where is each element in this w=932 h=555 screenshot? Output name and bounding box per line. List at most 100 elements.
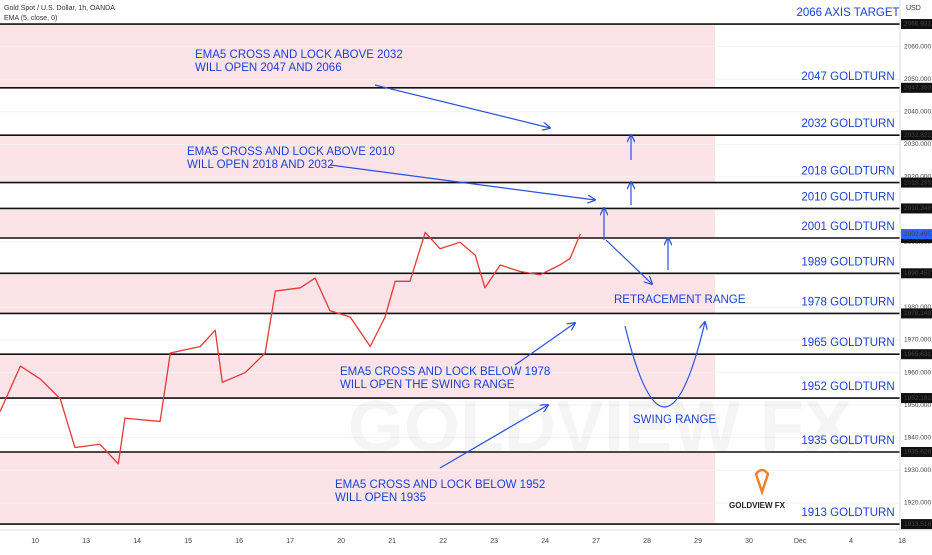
price-box bbox=[901, 519, 932, 530]
annotation: EMA5 CROSS AND LOCK BELOW 1978 bbox=[340, 366, 550, 378]
level-label: 2010 GOLDTURN bbox=[801, 191, 894, 203]
price-box-label: 1952.182 bbox=[904, 395, 931, 402]
x-tick-label: 4 bbox=[849, 538, 853, 545]
annotation: WILL OPEN 2047 AND 2066 bbox=[195, 62, 342, 74]
y-tick-label: 2020.000 bbox=[904, 174, 931, 181]
y-tick-label: 1960.000 bbox=[904, 369, 931, 376]
price-box-label: 1913.516 bbox=[904, 521, 931, 528]
x-tick-label: 24 bbox=[541, 538, 549, 545]
price-box bbox=[901, 268, 932, 279]
price-box-label: 2066.931 bbox=[904, 21, 931, 28]
header-symbol: Gold Spot / U.S. Dollar, 1h, OANDA bbox=[4, 5, 115, 12]
zone bbox=[0, 273, 715, 314]
price-box-label: 2032.822 bbox=[904, 132, 931, 139]
arrow bbox=[329, 164, 595, 200]
annotation: EMA5 CROSS AND LOCK ABOVE 2010 bbox=[187, 146, 395, 158]
header-indicator: EMA (5, close, 0) bbox=[4, 15, 57, 22]
level-label: 2001 GOLDTURN bbox=[801, 221, 894, 233]
annotation: WILL OPEN THE SWING RANGE bbox=[340, 379, 515, 391]
price-box bbox=[901, 308, 932, 319]
annotations: EMA5 CROSS AND LOCK ABOVE 2032 WILL OPEN… bbox=[187, 49, 746, 504]
zone bbox=[0, 452, 715, 525]
price-line bbox=[0, 231, 581, 465]
x-tick-label: 15 bbox=[184, 538, 192, 545]
logo-icon bbox=[754, 468, 770, 496]
x-tick-label: 21 bbox=[388, 538, 396, 545]
zone bbox=[0, 208, 715, 239]
price-box-label: 1990.457 bbox=[904, 270, 931, 277]
x-tick-label: 16 bbox=[235, 538, 243, 545]
price-box bbox=[901, 177, 932, 188]
price-box-label: 1978.149 bbox=[904, 310, 931, 317]
watermark: GOLDVIEW FX bbox=[348, 387, 852, 467]
price-box bbox=[901, 393, 932, 404]
price-box-label: 1965.631 bbox=[904, 351, 931, 358]
y-tick-label: 2030.000 bbox=[904, 141, 931, 148]
y-tick-label: 1980.000 bbox=[904, 304, 931, 311]
x-tick-label: 30 bbox=[745, 538, 753, 545]
logo: GOLDVIEW FX bbox=[729, 468, 786, 510]
price-box bbox=[901, 349, 932, 360]
swing-arrow bbox=[624, 322, 705, 408]
x-tick-label: 18 bbox=[898, 538, 906, 545]
x-tick-label: 10 bbox=[31, 538, 39, 545]
level-label: 2018 GOLDTURN bbox=[801, 166, 894, 178]
currency: USD bbox=[906, 5, 921, 12]
level-label: 1913 GOLDTURN bbox=[801, 507, 894, 519]
annotation: RETRACEMENT RANGE bbox=[614, 294, 746, 306]
annotation: SWING RANGE bbox=[633, 414, 716, 426]
x-tick-label: 28 bbox=[643, 538, 651, 545]
price-box-label: 2047.360 bbox=[904, 85, 931, 92]
level-label: 1965 GOLDTURN bbox=[801, 337, 894, 349]
level-label: 1989 GOLDTURN bbox=[801, 256, 894, 268]
price-box-label: 1935.626 bbox=[904, 449, 931, 456]
x-tick-label: Dec bbox=[794, 538, 807, 545]
price-box bbox=[901, 130, 932, 141]
y-tick-label: 1950.000 bbox=[904, 402, 931, 409]
level-label: 2032 GOLDTURN bbox=[801, 118, 894, 130]
annotation: WILL OPEN 1935 bbox=[335, 492, 426, 504]
axes: 1920.000 1930.000 1940.000 1950.000 1960.000… bbox=[31, 19, 932, 545]
y-tick-label: 2050.000 bbox=[904, 76, 931, 83]
logo-text: GOLDVIEW FX bbox=[729, 501, 786, 510]
arrow bbox=[605, 239, 652, 284]
x-tick-label: 20 bbox=[337, 538, 345, 545]
price-box bbox=[901, 19, 932, 30]
price-box-label: 2018.285 bbox=[904, 179, 931, 186]
x-tick-label: 27 bbox=[592, 538, 600, 545]
arrow bbox=[374, 84, 550, 128]
zone bbox=[0, 24, 715, 88]
price-box bbox=[901, 82, 932, 93]
grid bbox=[0, 46, 900, 504]
x-tick-label: 17 bbox=[286, 538, 294, 545]
y-tick-label: 1970.000 bbox=[904, 337, 931, 344]
y-tick-label: 1920.000 bbox=[904, 500, 931, 507]
plot: 2066 AXIS TARGET 2047 GOLDTURN 2032 GOLDTU… bbox=[0, 7, 900, 525]
level-label: 1952 GOLDTURN bbox=[801, 381, 894, 393]
last-price-label: 2002.495 bbox=[904, 231, 931, 238]
arrow bbox=[514, 323, 575, 366]
annotation: EMA5 CROSS AND LOCK BELOW 1952 bbox=[335, 479, 545, 491]
x-tick-label: 14 bbox=[133, 538, 141, 545]
y-tick-label: 1930.000 bbox=[904, 467, 931, 474]
y-tick-label: 2040.000 bbox=[904, 109, 931, 116]
x-tick-label: 22 bbox=[439, 538, 447, 545]
x-tick-label: 29 bbox=[694, 538, 702, 545]
level-label: 1978 GOLDTURN bbox=[801, 296, 894, 308]
level-label: 2066 AXIS TARGET bbox=[796, 7, 899, 19]
level-label: 2047 GOLDTURN bbox=[801, 71, 894, 83]
annotation: WILL OPEN 2018 AND 2032 bbox=[187, 159, 334, 171]
zone bbox=[0, 354, 715, 399]
arrows bbox=[329, 84, 705, 469]
x-tick-label: 23 bbox=[490, 538, 498, 545]
zone bbox=[0, 135, 715, 183]
level-label: 1935 GOLDTURN bbox=[801, 435, 894, 447]
zones bbox=[0, 24, 715, 525]
annotation: EMA5 CROSS AND LOCK ABOVE 2032 bbox=[195, 49, 403, 61]
price-box bbox=[901, 447, 932, 458]
x-tick-label: 13 bbox=[82, 538, 90, 545]
price-box bbox=[901, 203, 932, 214]
y-tick-label: 2060.000 bbox=[904, 43, 931, 50]
price-box-label: 2010.348 bbox=[904, 205, 931, 212]
